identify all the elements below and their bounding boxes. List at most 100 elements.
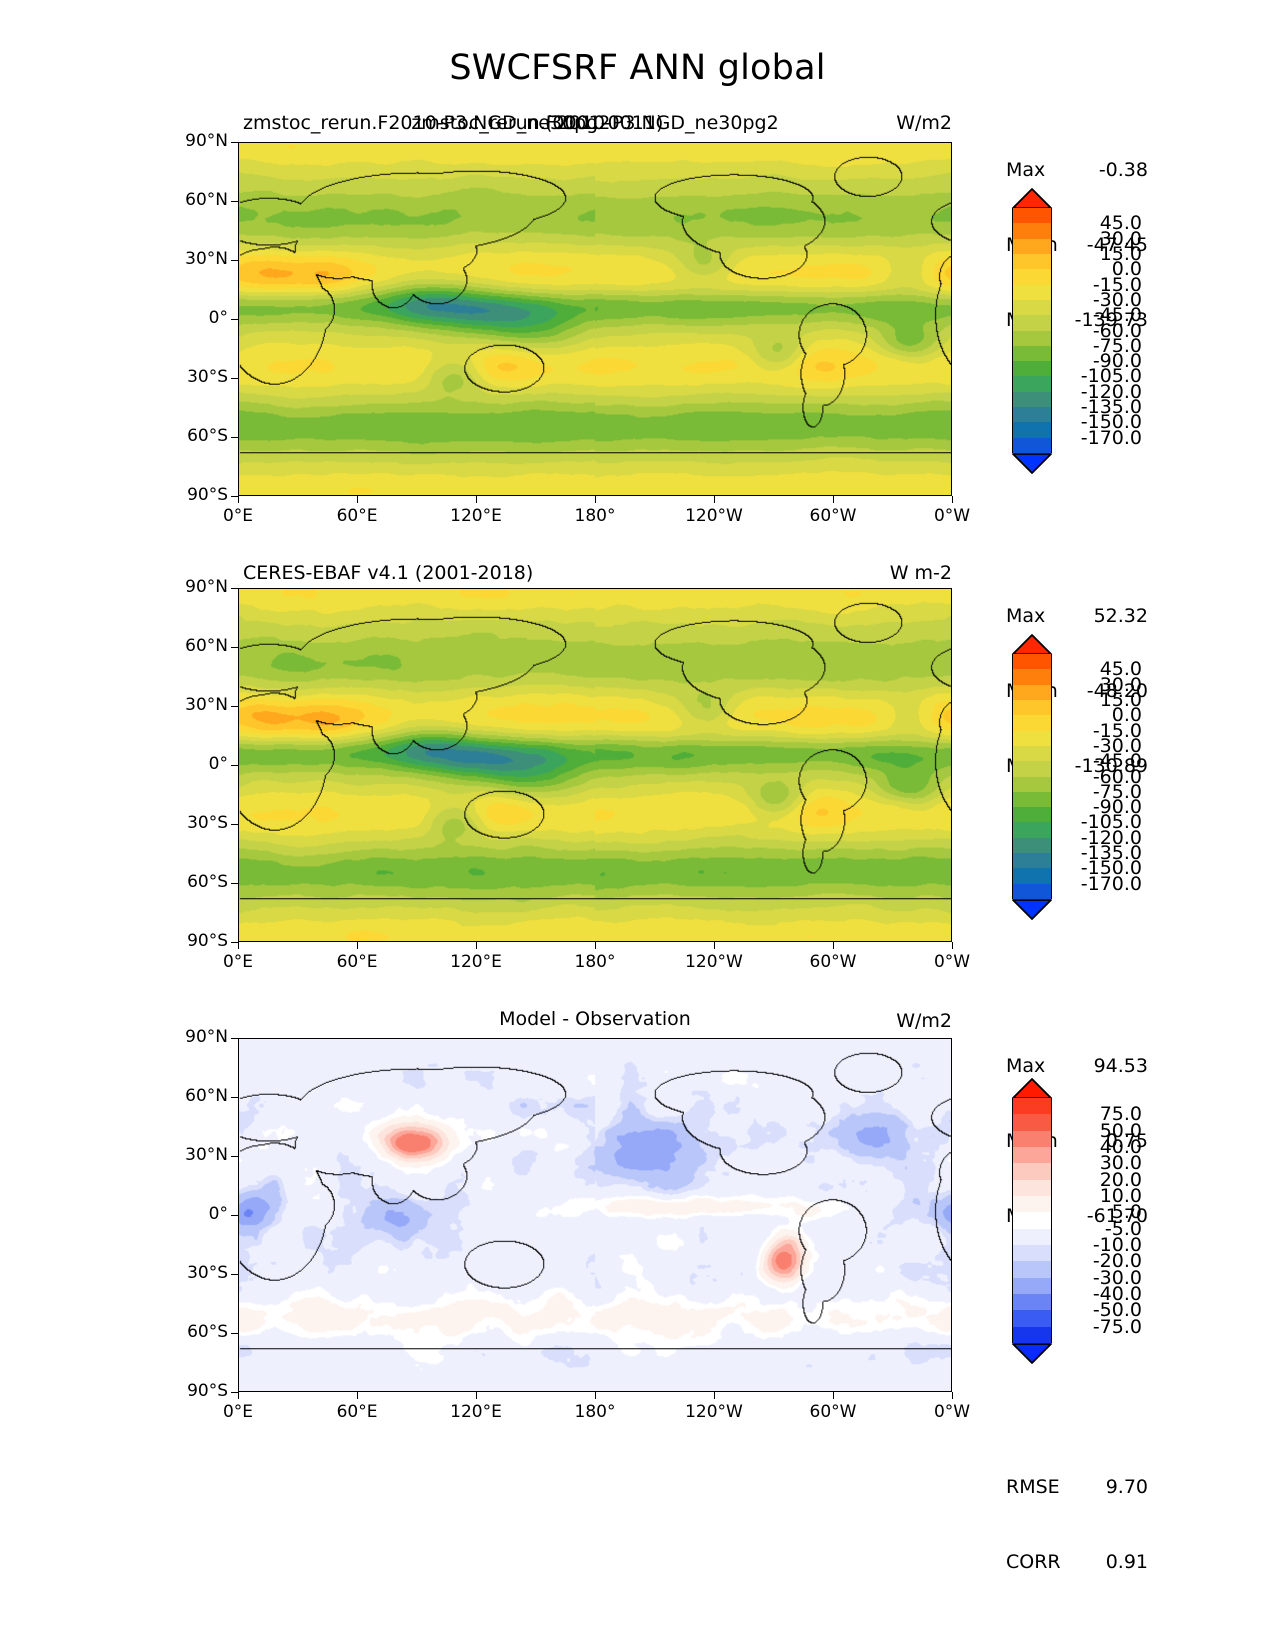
ytick-mark [231,200,238,202]
ytick-label: 30°S [187,813,228,833]
colorbar-tick-label: -50.0 [1092,1299,1142,1322]
colorbar-tick-label: 0.0 [1111,704,1142,727]
colorbar-tick-label: -20.0 [1092,1250,1142,1273]
ytick-mark [231,495,238,497]
colorbar-tick-label: -120.0 [1080,380,1142,403]
xtick-mark [713,942,715,949]
xtick-label: 60°W [809,1402,857,1422]
colorbar-band [1013,684,1051,700]
colorbar-band [1013,345,1051,362]
colorbar-model: 45.0 30.0 15.0 0.0 -15.0 -30.0 -45.0 -60.0 -75.0… [1012,188,1192,474]
map-difference-canvas [239,1039,951,1391]
xtick-mark [237,1392,239,1399]
colorbar-tick-label: 45.0 [1099,212,1142,235]
colorbar-tick-label: -75.0 [1092,780,1142,803]
colorbar-band [1013,791,1051,808]
stats-diff-min-value: -61.70 [1086,1205,1148,1227]
ytick-mark [231,941,238,943]
ytick-label: 90°N [185,1027,228,1047]
panel-obs-title: CERES-EBAF v4.1 (2001-2018) [243,562,534,584]
colorbar-tick-label: -75.0 [1092,1315,1142,1338]
colorbar-band [1013,761,1051,777]
stats-diff-mean-value: 0.75 [1105,1130,1148,1152]
xtick-label: 180° [574,1402,616,1422]
stats-obs-mean-value: -48.20 [1086,680,1148,702]
ytick-label: 60°N [185,636,228,656]
stats-model-min-value: -139.73 [1074,309,1148,331]
colorbar-tick-label: 20.0 [1099,1168,1142,1191]
colorbar-observation: 45.0 30.0 15.0 0.0 -15.0 -30.0 -45.0 -60.0 -75.0… [1012,634,1192,920]
xtick-label: 0°W [933,506,971,526]
ytick-label: 90°S [187,1381,228,1401]
colorbar-band [1013,437,1051,453]
colorbar-tick-label: -120.0 [1080,826,1142,849]
xtick-label: 0°E [222,1402,254,1422]
xtick-label: 60°E [336,952,378,972]
panel-model-units: W/m2 [896,112,952,134]
colorbar-band [1013,1098,1051,1115]
map-model-canvas [239,143,951,495]
colorbar-tick-label: 15.0 [1099,242,1142,265]
colorbar-tick-label: -150.0 [1080,857,1142,880]
colorbar-tick-label: -60.0 [1092,765,1142,788]
xtick-mark [594,1392,596,1399]
panel-diff-title: Model - Observation [499,1008,691,1030]
ytick-label: 60°S [187,426,228,446]
colorbar-under-arrow [1012,899,1052,920]
stats-obs-min-value: -130.89 [1074,755,1148,777]
ytick-mark [231,705,238,707]
ytick-mark [231,318,238,320]
xtick-mark [475,942,477,949]
xtick-mark [594,496,596,503]
xtick-mark [951,942,953,949]
map-observation [238,588,952,942]
ytick-mark [231,823,238,825]
colorbar-labels: 45.0 30.0 15.0 0.0 -15.0 -30.0 -45.0 -60.0 -75.0… [1058,188,1142,473]
xtick-label: 120°E [450,506,502,526]
colorbar-band [1013,1212,1051,1229]
colorbar-band [1013,238,1051,254]
xtick-mark [832,942,834,949]
ytick-mark [231,646,238,648]
colorbar-difference: 75.0 50.0 40.0 30.0 20.0 10.0 5.0 -5.0 -10.0 -20.… [1012,1078,1192,1364]
stats-model-mean-value: -47.45 [1086,234,1148,256]
panel-model-title-left: zmstoc_rerun.F2010-P3.NGD_ne30pg2 [243,112,611,134]
colorbar-tick-label: -15.0 [1092,719,1142,742]
colorbar-band [1013,315,1051,331]
colorbar-tick-label: -105.0 [1080,811,1142,834]
ytick-mark [231,1273,238,1275]
colorbar-band [1013,1261,1051,1278]
xtick-label: 60°E [336,1402,378,1422]
colorbar-band [1013,1130,1051,1147]
map-model [238,142,952,496]
colorbar-band [1013,391,1051,408]
ytick-label: 30°S [187,1263,228,1283]
colorbar-tick-label: -30.0 [1092,734,1142,757]
colorbar-tick-label: -45.0 [1092,750,1142,773]
colorbar-band [1013,1146,1051,1164]
colorbar-tick-label: -40.0 [1092,1283,1142,1305]
ytick-label: 60°S [187,1322,228,1342]
ytick-label: 30°N [185,249,228,269]
colorbar-band [1013,868,1051,884]
colorbar-over-arrow [1012,188,1052,209]
xtick-label: 180° [574,952,616,972]
xtick-label: 0°W [933,1402,971,1422]
colorbar-tick-label: 30.0 [1099,227,1142,250]
ytick-label: 0° [208,754,228,774]
panel-model-title-overlay: (0001-0011) [545,112,664,134]
colorbar-band [1013,853,1051,869]
metric-rmse-label: RMSE [1006,1476,1060,1498]
colorbar-tick-label: -90.0 [1092,350,1142,373]
ytick-label: 60°N [185,190,228,210]
panel-model-title-center: zmstoc_rerun.F2010-P3.NGD_ne30pg2 [411,112,779,134]
ytick-mark [231,1037,238,1039]
xtick-label: 0°E [222,506,254,526]
colorbar-under-arrow [1012,1343,1052,1364]
xtick-mark [356,496,358,503]
stats-diff-max-label: Max [1006,1055,1046,1077]
metric-rmse-value: 9.70 [1105,1476,1148,1498]
colorbar-band [1013,654,1051,670]
colorbar-band [1013,407,1051,423]
ytick-mark [231,1155,238,1157]
